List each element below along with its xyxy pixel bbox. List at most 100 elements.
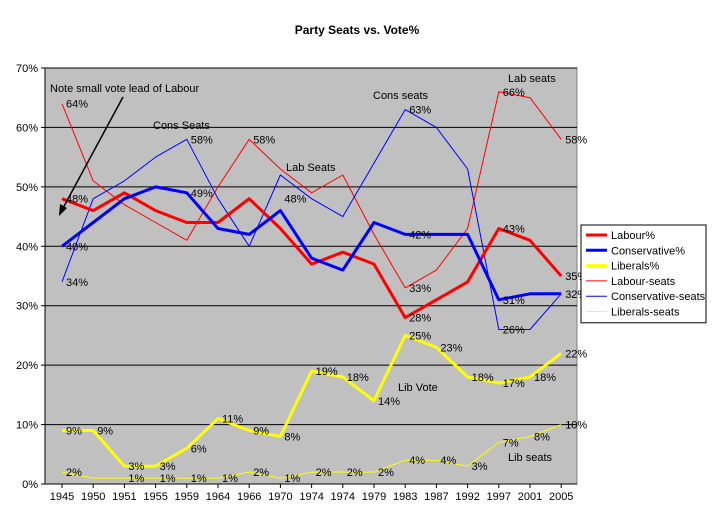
data-label: 34% bbox=[66, 277, 88, 289]
data-label: 48% bbox=[66, 194, 88, 206]
data-label: 19% bbox=[316, 366, 338, 378]
data-label: 1% bbox=[222, 473, 238, 485]
x-tick-label: 1974 bbox=[331, 491, 355, 503]
annotations: Note small vote lead of Labour Cons Seats… bbox=[50, 73, 556, 464]
x-tick-label: 1970 bbox=[268, 491, 292, 503]
y-tick-label: 60% bbox=[16, 122, 38, 134]
data-label: 58% bbox=[191, 134, 213, 146]
y-tick-label: 10% bbox=[16, 420, 38, 432]
data-label: 9% bbox=[253, 426, 269, 438]
data-label: 17% bbox=[503, 378, 525, 390]
data-label: 43% bbox=[503, 223, 525, 235]
series-line-liberals-seats bbox=[61, 424, 562, 479]
annotation-arrow-line bbox=[61, 96, 124, 211]
data-label: 1% bbox=[128, 473, 144, 485]
x-axis: 1945 1950 1951 1955 1959 1964 1966 1970 1974 1974… bbox=[45, 483, 577, 503]
legend-label-labour-seats: Labour-seats bbox=[611, 276, 676, 288]
x-tick-label: 1950 bbox=[81, 491, 105, 503]
data-label: 49% bbox=[191, 188, 213, 200]
x-tick-label: 2001 bbox=[518, 491, 542, 503]
series-line-labour-seats bbox=[61, 91, 562, 289]
data-labels: 48%40%9%64%34%2%9%3%1%3%1%58%49%6%1%11%1… bbox=[66, 87, 587, 485]
data-label: 8% bbox=[284, 431, 300, 443]
y-tick-label: 20% bbox=[16, 360, 38, 372]
data-label: 2% bbox=[66, 467, 82, 479]
x-tick-label: 1951 bbox=[112, 491, 136, 503]
series-line-conservative-pct bbox=[61, 185, 562, 302]
data-label: 9% bbox=[97, 426, 113, 438]
legend-label-conservative-pct: Conservative% bbox=[611, 245, 685, 257]
x-tick-label: 1964 bbox=[206, 491, 230, 503]
gridlines bbox=[45, 67, 577, 485]
series-lines bbox=[61, 91, 563, 479]
data-label: 25% bbox=[409, 330, 431, 342]
x-tick-label: 1992 bbox=[455, 491, 479, 503]
x-tick-label: 1997 bbox=[487, 491, 511, 503]
x-tick-label: 1983 bbox=[393, 491, 417, 503]
data-label: 4% bbox=[409, 455, 425, 467]
x-tick-label: 1959 bbox=[175, 491, 199, 503]
legend-label-liberals-pct: Liberals% bbox=[611, 261, 660, 273]
chart-title: Party Seats vs. Vote% bbox=[295, 23, 420, 37]
data-label: 58% bbox=[565, 134, 587, 146]
x-tick-label: 1974 bbox=[299, 491, 323, 503]
annotation-text: Lib Vote bbox=[398, 382, 438, 394]
data-label: 64% bbox=[66, 99, 88, 111]
data-label: 31% bbox=[503, 295, 525, 307]
data-label: 26% bbox=[503, 324, 525, 336]
data-label: 63% bbox=[409, 105, 431, 117]
y-axis: 0% 10% 20% 30% 40% 50% 60% 70% bbox=[16, 63, 46, 491]
annotation-text: Lab seats bbox=[508, 73, 556, 85]
data-label: 8% bbox=[534, 431, 550, 443]
y-tick-label: 40% bbox=[16, 241, 38, 253]
data-label: 3% bbox=[472, 461, 488, 473]
annotation-text: Cons seats bbox=[373, 90, 429, 102]
data-label: 2% bbox=[347, 467, 363, 479]
data-label: 2% bbox=[253, 467, 269, 479]
data-label: 28% bbox=[409, 313, 431, 325]
data-label: 18% bbox=[534, 372, 556, 384]
data-label: 7% bbox=[503, 437, 519, 449]
series-line-labour-pct bbox=[61, 191, 563, 320]
x-tick-label: 1979 bbox=[362, 491, 386, 503]
data-label: 18% bbox=[472, 372, 494, 384]
data-label: 4% bbox=[440, 455, 456, 467]
data-label: 58% bbox=[253, 134, 275, 146]
series-line-conservative-seats bbox=[61, 109, 562, 330]
data-label: 3% bbox=[160, 461, 176, 473]
data-label: 14% bbox=[378, 396, 400, 408]
legend-label-labour-pct: Labour% bbox=[611, 230, 655, 242]
data-label: 66% bbox=[503, 87, 525, 99]
data-label: 1% bbox=[160, 473, 176, 485]
x-tick-label: 1987 bbox=[424, 491, 448, 503]
y-tick-label: 0% bbox=[22, 479, 38, 491]
data-label: 42% bbox=[409, 229, 431, 241]
data-label: 2% bbox=[378, 467, 394, 479]
annotation-text: Cons Seats bbox=[153, 120, 210, 132]
y-tick-label: 50% bbox=[16, 182, 38, 194]
y-tick-label: 70% bbox=[16, 63, 38, 75]
data-label: 9% bbox=[66, 426, 82, 438]
annotation-arrow-head bbox=[59, 204, 67, 216]
legend-label-conservative-seats: Conservative-seats bbox=[611, 291, 706, 303]
data-label: 40% bbox=[66, 241, 88, 253]
plot-area bbox=[44, 67, 578, 485]
legend-box bbox=[580, 224, 707, 324]
data-label: 33% bbox=[409, 283, 431, 295]
annotation-text: Note small vote lead of Labour bbox=[50, 83, 200, 95]
data-label: 3% bbox=[128, 461, 144, 473]
x-tick-label: 1955 bbox=[143, 491, 167, 503]
annotation-text: Lib seats bbox=[508, 452, 553, 464]
data-label: 1% bbox=[284, 473, 300, 485]
data-label: 2% bbox=[316, 467, 332, 479]
annotation-text: Lab Seats bbox=[286, 162, 336, 174]
data-label: 1% bbox=[191, 473, 207, 485]
legend: Labour% Conservative% Liberals% Labour-seat… bbox=[580, 224, 707, 324]
data-label: 18% bbox=[347, 372, 369, 384]
x-tick-label: 1966 bbox=[237, 491, 261, 503]
series-line-liberals-pct bbox=[62, 333, 563, 468]
data-label: 48% bbox=[284, 194, 306, 206]
x-tick-label: 2005 bbox=[549, 491, 573, 503]
x-tick-label: 1945 bbox=[50, 491, 74, 503]
data-label: 22% bbox=[565, 348, 587, 360]
